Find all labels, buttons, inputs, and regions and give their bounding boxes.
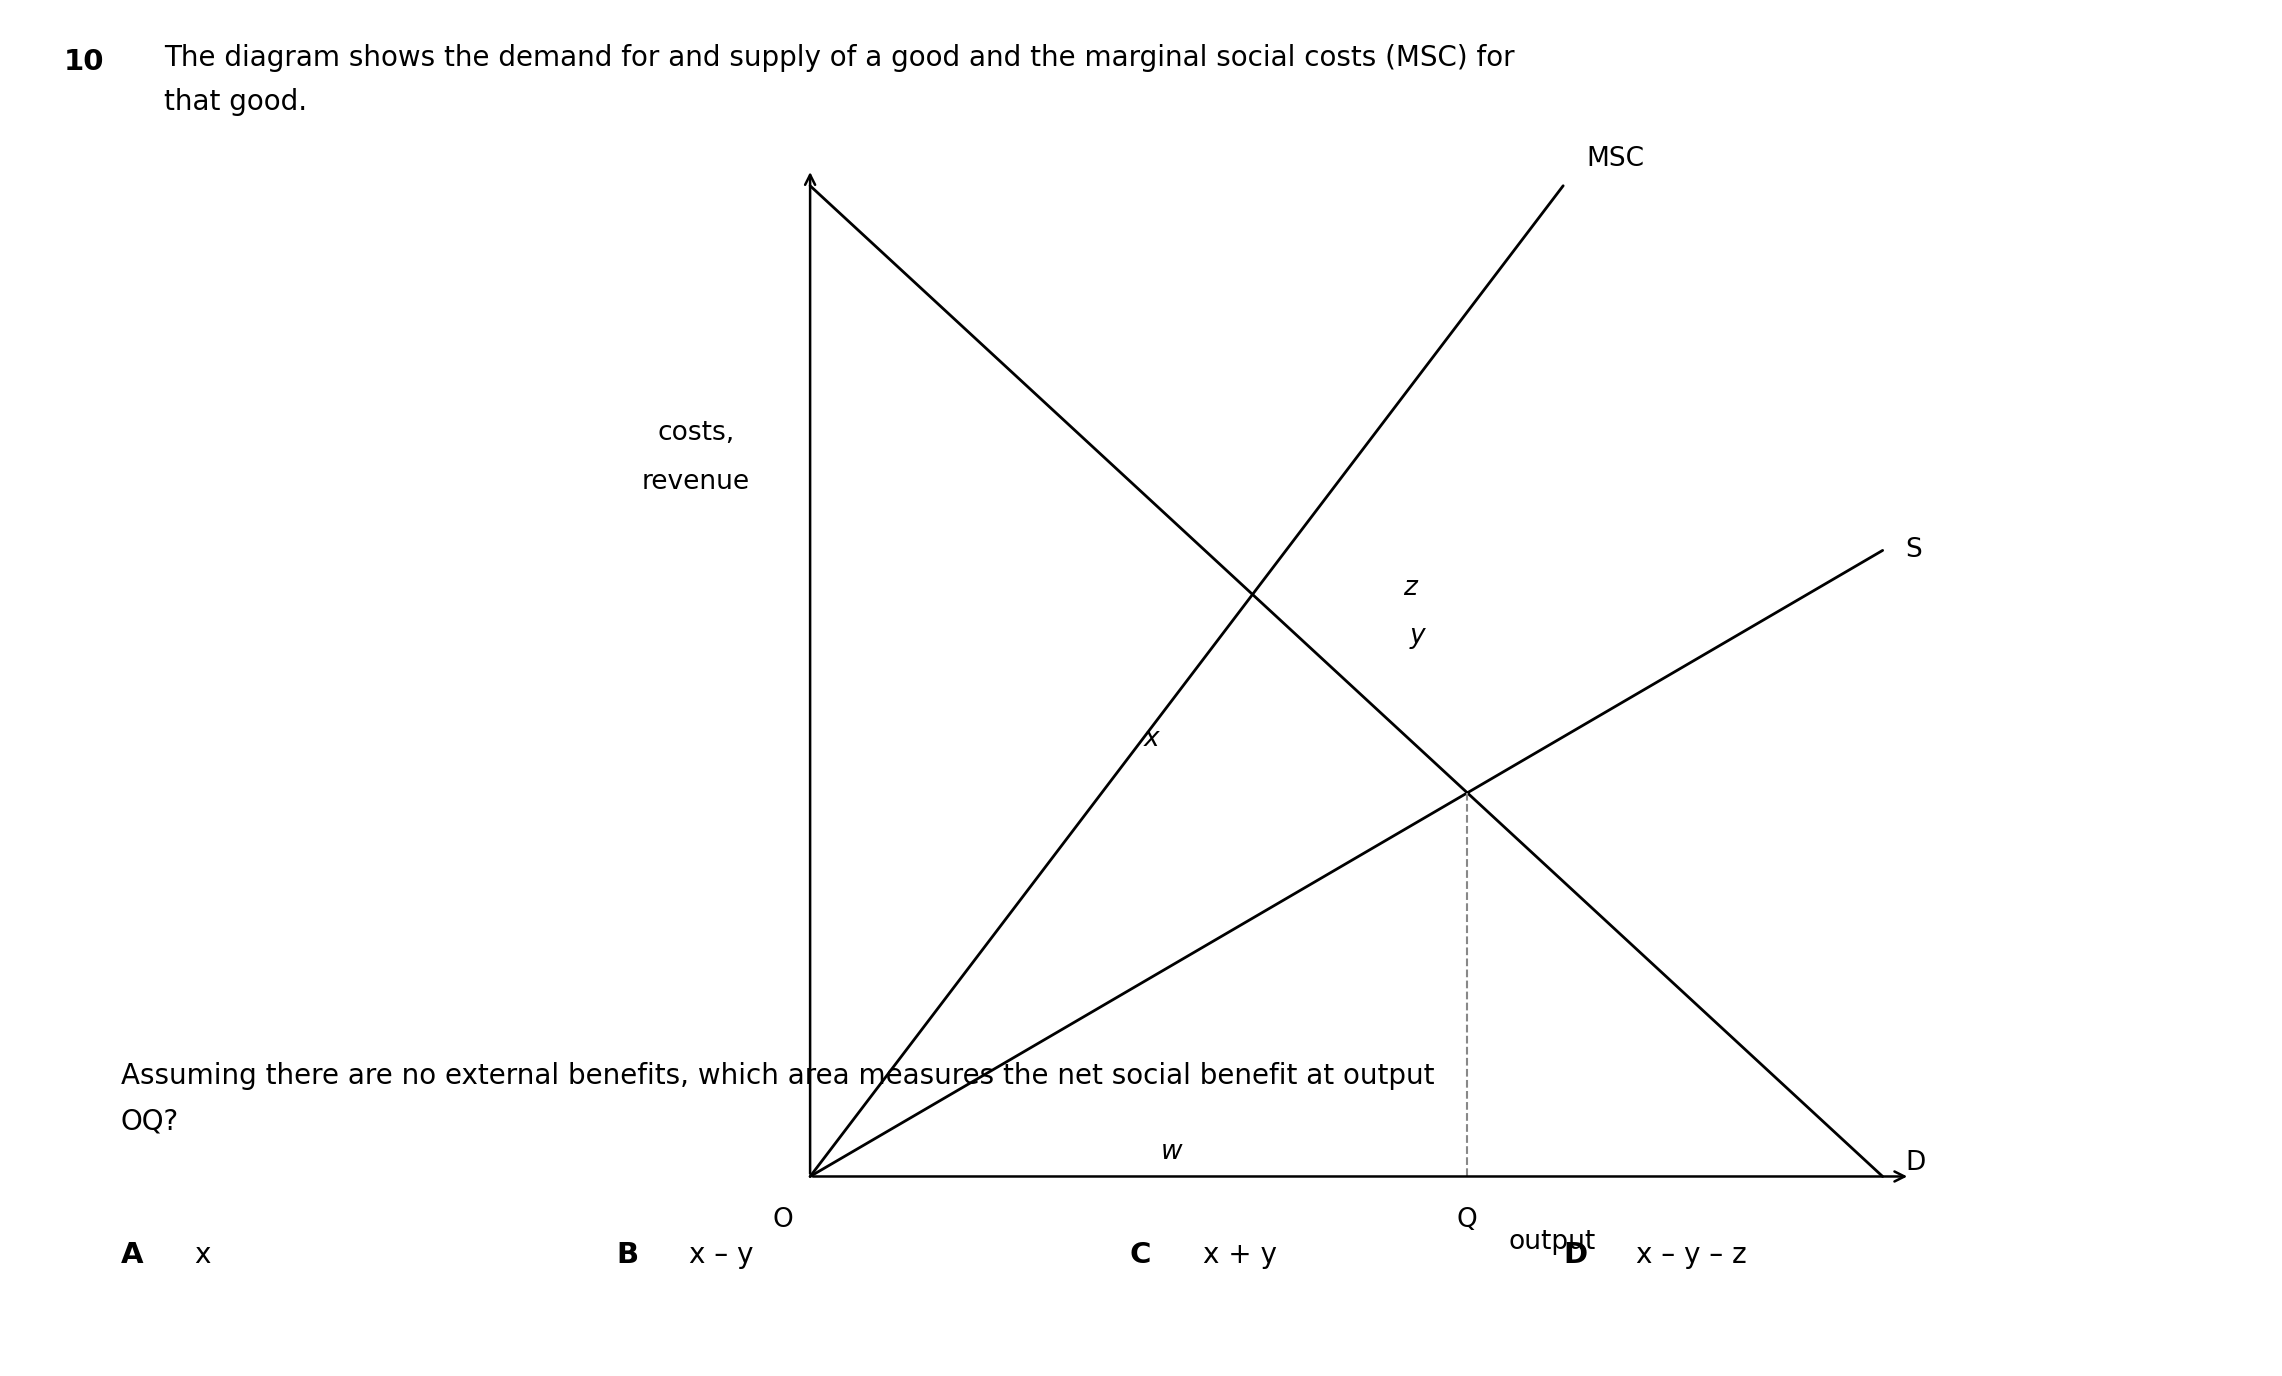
Text: x: x	[194, 1241, 210, 1269]
Text: x + y: x + y	[1203, 1241, 1276, 1269]
Text: D: D	[1905, 1150, 1926, 1175]
Text: 10: 10	[64, 48, 105, 76]
Text: B: B	[616, 1241, 639, 1269]
Text: that good.: that good.	[164, 88, 308, 116]
Text: MSC: MSC	[1586, 146, 1643, 172]
Text: y: y	[1410, 623, 1424, 649]
Text: Assuming there are no external benefits, which area measures the net social bene: Assuming there are no external benefits,…	[121, 1062, 1435, 1090]
Text: The diagram shows the demand for and supply of a good and the marginal social co: The diagram shows the demand for and sup…	[164, 44, 1515, 72]
Text: O: O	[771, 1207, 794, 1233]
Text: S: S	[1905, 538, 1921, 563]
Text: z: z	[1403, 575, 1417, 601]
Text: OQ?: OQ?	[121, 1108, 180, 1135]
Text: output: output	[1508, 1229, 1595, 1255]
Text: revenue: revenue	[641, 469, 751, 494]
Text: x – y – z: x – y – z	[1636, 1241, 1748, 1269]
Text: C: C	[1130, 1241, 1150, 1269]
Text: Q: Q	[1456, 1207, 1479, 1233]
Text: w: w	[1162, 1139, 1182, 1165]
Text: costs,: costs,	[657, 421, 735, 446]
Text: x: x	[1143, 727, 1159, 753]
Text: D: D	[1563, 1241, 1588, 1269]
Text: A: A	[121, 1241, 144, 1269]
Text: x – y: x – y	[689, 1241, 753, 1269]
